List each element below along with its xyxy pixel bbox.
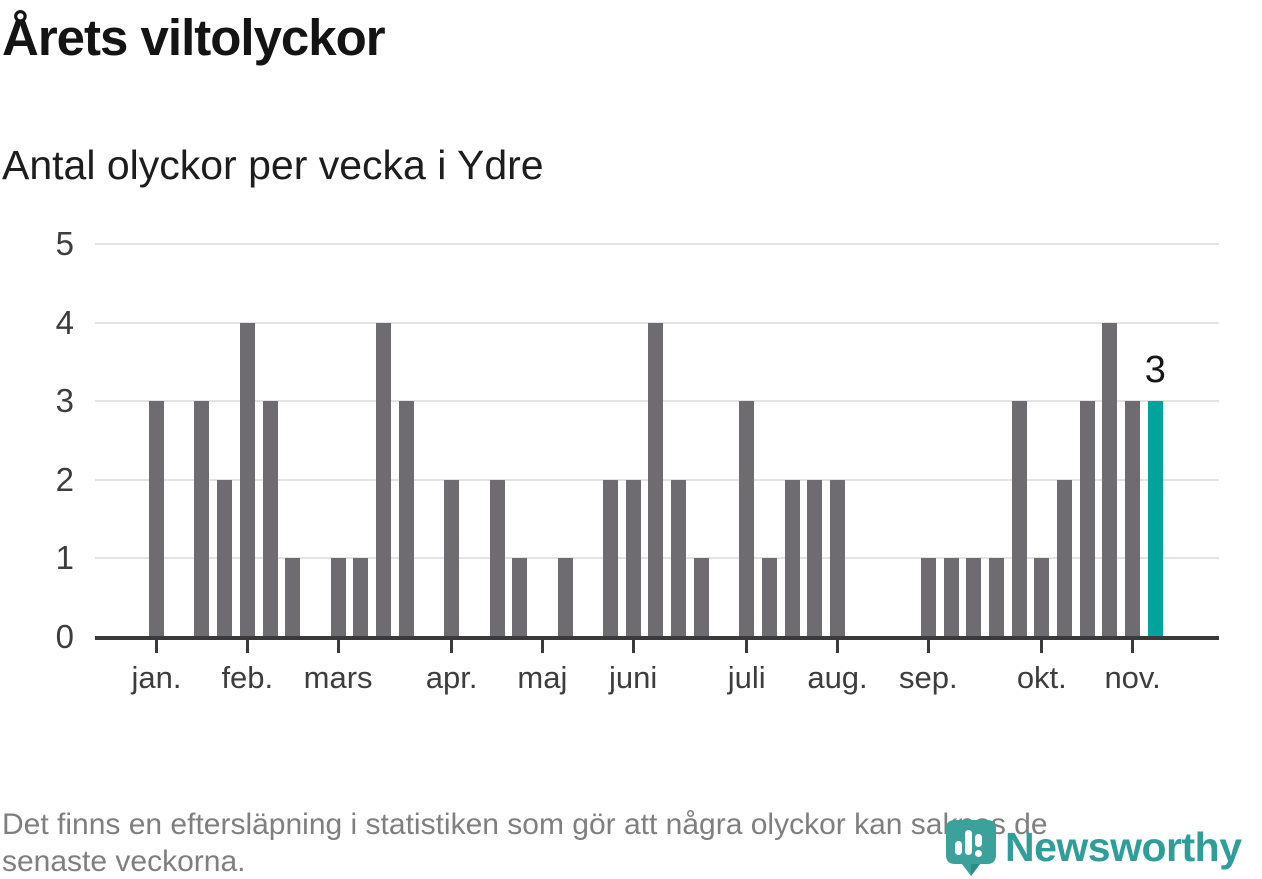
bar-week-6 [262, 401, 278, 637]
bar-week-17 [512, 558, 528, 637]
bar-week-7 [285, 558, 301, 637]
bar-week-25 [693, 558, 709, 637]
y-axis-label: 5 [55, 225, 74, 262]
month-tick-juni [631, 640, 635, 653]
bar-week-5 [239, 322, 255, 637]
bar-week-30 [807, 479, 823, 637]
bar-week-11 [376, 322, 391, 637]
month-label-mars: mars [303, 660, 373, 695]
month-tick-jan [155, 640, 158, 653]
bar-week-41 [1057, 479, 1072, 637]
bar-week-43 [1102, 322, 1118, 637]
month-tick-aug [836, 640, 839, 653]
footer-note: Det finns en eftersläpning i statistiken… [2, 806, 1247, 879]
footer-line: Det finns en eftersläpning i statistiken… [2, 808, 1048, 841]
bar-week-22 [625, 479, 641, 637]
bar-week-21 [603, 479, 618, 637]
bar-week-40 [1034, 558, 1050, 637]
month-tick-maj [540, 640, 544, 653]
y-axis-label: 2 [55, 460, 74, 498]
month-tick-apr [450, 640, 454, 653]
month-label-apr: apr. [425, 660, 478, 695]
month-label-jan: jan. [131, 660, 182, 695]
bar-week-4 [217, 479, 233, 637]
month-tick-okt [1040, 640, 1044, 653]
newsworthy-pin-icon [946, 820, 996, 876]
highlight-bar-week-45 [1147, 401, 1163, 637]
bar-week-19 [557, 558, 573, 637]
y-axis-label: 1 [55, 539, 74, 577]
y-axis-label: 0 [55, 618, 74, 655]
bar-week-27 [739, 401, 755, 637]
month-label-sep: sep. [898, 660, 958, 695]
month-label-maj: maj [517, 660, 568, 695]
gridline [95, 243, 1219, 245]
chart-title: Årets viltolyckor [2, 9, 386, 66]
month-tick-nov [1131, 640, 1135, 653]
newsworthy-logo-text: Newsworthy [1005, 824, 1242, 870]
bar-week-1 [149, 401, 164, 637]
month-tick-juli [745, 640, 749, 653]
bar-week-9 [330, 558, 346, 637]
bar-week-23 [648, 322, 664, 637]
bar-week-14 [444, 479, 460, 637]
bar-week-35 [920, 558, 936, 637]
month-tick-mars [336, 640, 340, 653]
bar-week-36 [943, 558, 959, 637]
month-label-juni: juni [609, 660, 658, 695]
month-label-okt: okt. [1016, 660, 1067, 695]
month-label-juli: juli [727, 660, 766, 695]
bar-week-10 [353, 558, 369, 637]
newsworthy-logo: Newsworthy [946, 820, 1258, 879]
y-axis-label: 4 [55, 303, 74, 341]
bar-week-38 [988, 558, 1004, 637]
bar-value-label: 3 [1144, 349, 1166, 392]
bar-week-28 [761, 558, 777, 637]
month-tick-feb [245, 640, 249, 653]
month-label-aug: aug. [807, 660, 868, 695]
month-label-feb: feb. [221, 660, 274, 695]
chart-subtitle: Antal olyckor per vecka i Ydre [2, 142, 544, 188]
bar-week-42 [1079, 401, 1095, 637]
bar-week-12 [398, 401, 414, 637]
bar-week-24 [671, 479, 687, 637]
bar-week-29 [784, 479, 800, 637]
month-tick-sep [926, 640, 930, 653]
bar-week-3 [194, 401, 210, 637]
bar-week-39 [1011, 401, 1027, 637]
x-axis-line [95, 636, 1219, 640]
y-axis-label: 3 [55, 382, 74, 420]
bar-week-31 [830, 479, 845, 637]
bar-week-16 [489, 479, 505, 637]
bar-week-37 [966, 558, 982, 637]
month-label-nov: nov. [1104, 660, 1161, 695]
bar-week-44 [1125, 401, 1141, 637]
footer-line: senaste veckorna. [2, 845, 246, 878]
